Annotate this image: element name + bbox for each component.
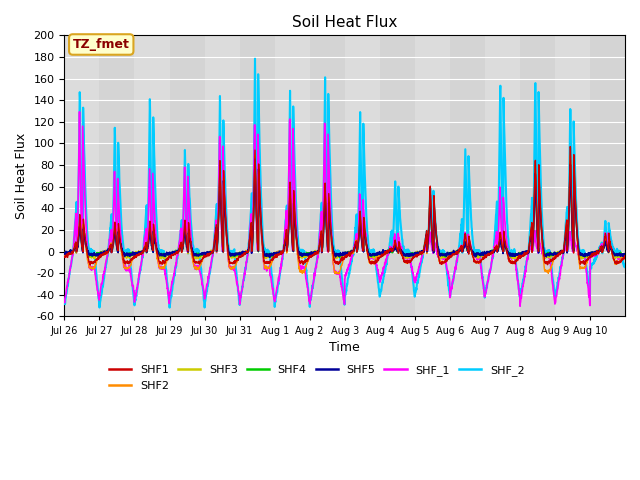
SHF_2 [621,263,629,269]
Bar [380,36,415,316]
SHF3 [116,240,124,246]
Line: SHF_1: SHF_1 [65,112,625,306]
SHF_2 [514,277,522,283]
SHF4 [379,250,387,256]
SHF1 [545,260,553,266]
Line: SHF3: SHF3 [65,157,625,259]
Bar [239,36,275,316]
SHF_1 [116,232,124,238]
SHF_1 [61,299,68,305]
SHF4 [61,251,68,256]
SHF4 [514,252,522,258]
SHF3 [251,155,259,160]
SHF2 [335,271,343,277]
SHF5 [237,250,245,255]
SHF5 [614,252,621,258]
Y-axis label: Soil Heat Flux: Soil Heat Flux [15,133,28,219]
SHF5 [514,252,522,258]
SHF_1 [614,255,621,261]
SHF_1 [379,271,387,277]
SHF2 [61,252,68,257]
Bar [99,36,134,316]
SHF4 [546,251,554,257]
SHF1 [379,252,387,258]
SHF5 [379,251,387,256]
SHF3 [621,252,629,258]
SHF_1 [516,303,524,309]
SHF2 [546,268,554,274]
Line: SHF5: SHF5 [65,159,625,257]
SHF1 [614,260,621,266]
SHF1 [61,254,68,260]
SHF3 [238,251,246,257]
SHF_2 [61,300,68,306]
SHF1 [514,258,522,264]
SHF4 [621,251,629,257]
Line: SHF1: SHF1 [65,146,625,265]
Legend: SHF1, SHF2, SHF3, SHF4, SHF5, SHF_1, SHF_2: SHF1, SHF2, SHF3, SHF4, SHF5, SHF_1, SHF… [104,361,529,395]
SHF5 [61,251,68,257]
SHF_2 [614,250,621,256]
SHF3 [191,256,198,262]
SHF2 [116,242,124,248]
SHF2 [621,251,629,256]
SHF_2 [251,56,259,61]
SHF5 [251,156,259,162]
SHF2 [237,251,245,256]
SHF3 [61,251,68,257]
SHF_1 [546,253,554,259]
SHF2 [614,261,621,266]
SHF2 [379,252,387,258]
SHF3 [514,254,522,260]
SHF5 [116,240,124,246]
Line: SHF2: SHF2 [65,155,625,274]
SHF5 [266,254,274,260]
Bar [590,36,625,316]
Bar [450,36,485,316]
Bar [520,36,555,316]
SHF3 [546,254,554,260]
SHF_2 [546,248,554,253]
SHF4 [237,250,245,255]
SHF_1 [76,109,83,115]
SHF_1 [621,252,629,258]
SHF_2 [116,199,124,205]
Line: SHF4: SHF4 [65,160,625,257]
SHF2 [514,253,522,259]
Bar [310,36,345,316]
SHF4 [251,157,259,163]
SHF4 [336,254,344,260]
SHF5 [546,251,554,257]
SHF5 [621,251,629,257]
SHF4 [116,240,124,246]
SHF2 [251,152,259,158]
SHF1 [621,253,629,259]
Bar [170,36,205,316]
SHF_1 [514,278,522,284]
SHF1 [566,144,574,149]
SHF3 [379,249,387,254]
SHF_2 [238,289,246,295]
SHF1 [86,262,94,268]
SHF_2 [379,280,387,286]
Text: TZ_fmet: TZ_fmet [73,38,130,51]
Line: SHF_2: SHF_2 [65,59,625,308]
SHF3 [614,255,621,261]
Title: Soil Heat Flux: Soil Heat Flux [292,15,397,30]
SHF1 [116,241,124,247]
X-axis label: Time: Time [330,341,360,354]
SHF4 [614,252,621,257]
SHF_2 [166,305,173,311]
SHF_1 [238,288,246,294]
SHF1 [238,254,246,260]
